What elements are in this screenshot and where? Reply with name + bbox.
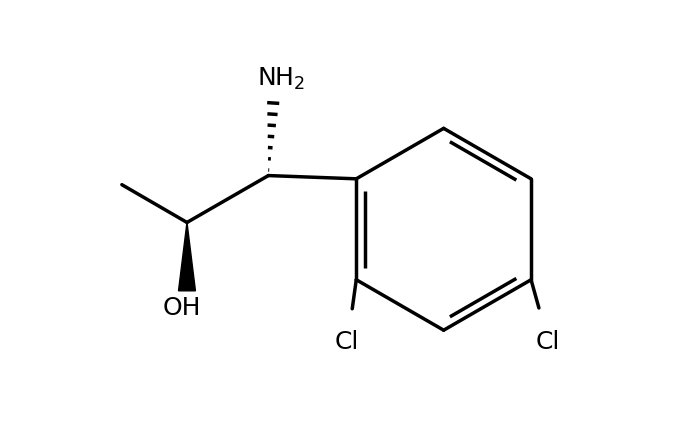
- Text: NH$_2$: NH$_2$: [257, 66, 305, 92]
- Text: Cl: Cl: [334, 330, 358, 354]
- Text: Cl: Cl: [535, 330, 560, 354]
- Polygon shape: [179, 222, 195, 291]
- Text: OH: OH: [163, 296, 201, 320]
